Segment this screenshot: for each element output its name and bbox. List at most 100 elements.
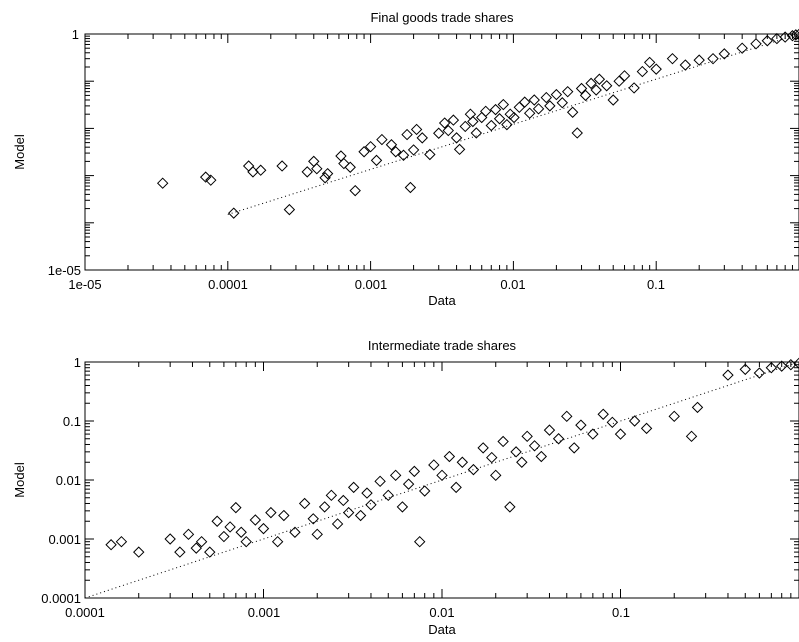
data-point — [666, 52, 679, 65]
data-point — [174, 546, 186, 558]
data-point — [628, 82, 640, 94]
data-point — [331, 518, 344, 530]
ticks-final-goods — [84, 34, 799, 271]
y-tick-label: 0.01 — [56, 473, 81, 488]
data-point — [338, 157, 350, 170]
data-point — [115, 535, 128, 548]
data-point — [510, 446, 522, 458]
data-point — [218, 530, 230, 543]
data-point — [365, 499, 377, 511]
data-point — [614, 428, 627, 440]
data-point — [640, 422, 653, 435]
data-point — [668, 410, 680, 423]
final-goods-panel: Final goods trade shares 1e-05 0.0001 0.… — [12, 10, 799, 308]
data-point — [693, 54, 705, 66]
data-point — [775, 360, 788, 372]
data-point — [358, 146, 370, 158]
data-point — [265, 506, 277, 519]
data-point — [235, 526, 247, 538]
chart-title-intermediate: Intermediate trade shares — [368, 338, 517, 353]
ticks-intermediate — [84, 362, 799, 599]
data-point — [249, 514, 262, 526]
data-point — [438, 117, 451, 129]
data-point — [556, 97, 569, 109]
data-point — [416, 132, 428, 144]
data-point — [342, 506, 355, 519]
data-point — [224, 521, 236, 533]
data-point — [493, 113, 506, 125]
data-point — [311, 162, 323, 175]
data-point — [133, 546, 145, 558]
data-point — [276, 160, 288, 172]
data-point — [516, 456, 528, 468]
data-point — [606, 416, 619, 429]
data-point — [568, 442, 580, 454]
data-point — [247, 166, 259, 178]
data-point — [765, 362, 778, 374]
data-point — [613, 75, 625, 87]
data-point — [402, 478, 415, 490]
data-point — [376, 133, 388, 146]
data-point — [535, 450, 548, 463]
x-tick-label: 0.0001 — [208, 277, 248, 292]
y-tick-label: 1e-05 — [48, 263, 81, 278]
data-point — [182, 528, 195, 541]
y-tick-label: 1 — [74, 355, 81, 370]
data-point — [308, 155, 320, 168]
data-point — [477, 442, 489, 454]
data-point — [476, 111, 488, 124]
data-point — [508, 111, 520, 124]
data-point — [480, 105, 492, 118]
data-point — [786, 30, 799, 42]
data-point — [550, 88, 563, 101]
data-point — [413, 535, 426, 548]
data-point — [486, 451, 498, 464]
x-axis-label-final-goods: Data — [428, 293, 456, 308]
data-point — [597, 408, 609, 420]
data-point — [544, 100, 556, 112]
plot-frame-final-goods — [84, 33, 799, 271]
data-point — [552, 433, 565, 445]
data-point — [571, 127, 583, 139]
data-point — [489, 103, 502, 116]
data-point — [736, 42, 748, 54]
data-point — [298, 497, 311, 510]
data-point — [382, 489, 394, 502]
data-point — [540, 91, 553, 104]
data-point — [590, 84, 602, 96]
data-point — [389, 469, 402, 482]
data-point — [739, 363, 751, 376]
data-point — [513, 101, 526, 114]
data-point — [618, 70, 631, 82]
data-point — [240, 535, 252, 548]
data-point — [600, 80, 613, 92]
data-point — [561, 410, 573, 423]
data-point — [722, 369, 734, 381]
data-point — [504, 501, 516, 513]
data-point — [255, 164, 267, 176]
data-point — [691, 401, 704, 414]
data-point — [579, 89, 592, 102]
data-point — [401, 128, 413, 141]
data-point — [418, 485, 431, 497]
data-point — [433, 127, 445, 139]
data-point — [374, 475, 386, 488]
data-point — [370, 154, 383, 167]
data-point — [561, 85, 574, 98]
data-point — [105, 539, 117, 551]
data-point — [685, 430, 698, 443]
data-point — [397, 149, 410, 161]
data-point — [347, 481, 360, 494]
data-point — [190, 542, 202, 554]
data-point — [790, 29, 799, 41]
data-point — [532, 103, 545, 115]
data-point — [199, 171, 212, 183]
data-point — [450, 481, 462, 494]
data-point — [518, 96, 531, 108]
y-tick-label: 0.1 — [63, 414, 81, 429]
data-point — [575, 82, 588, 95]
data-point — [349, 184, 361, 197]
data-point — [410, 123, 423, 136]
data-point — [607, 94, 619, 106]
y-tick-labels-intermediate: 0.0001 0.001 0.01 0.1 1 — [41, 355, 81, 606]
